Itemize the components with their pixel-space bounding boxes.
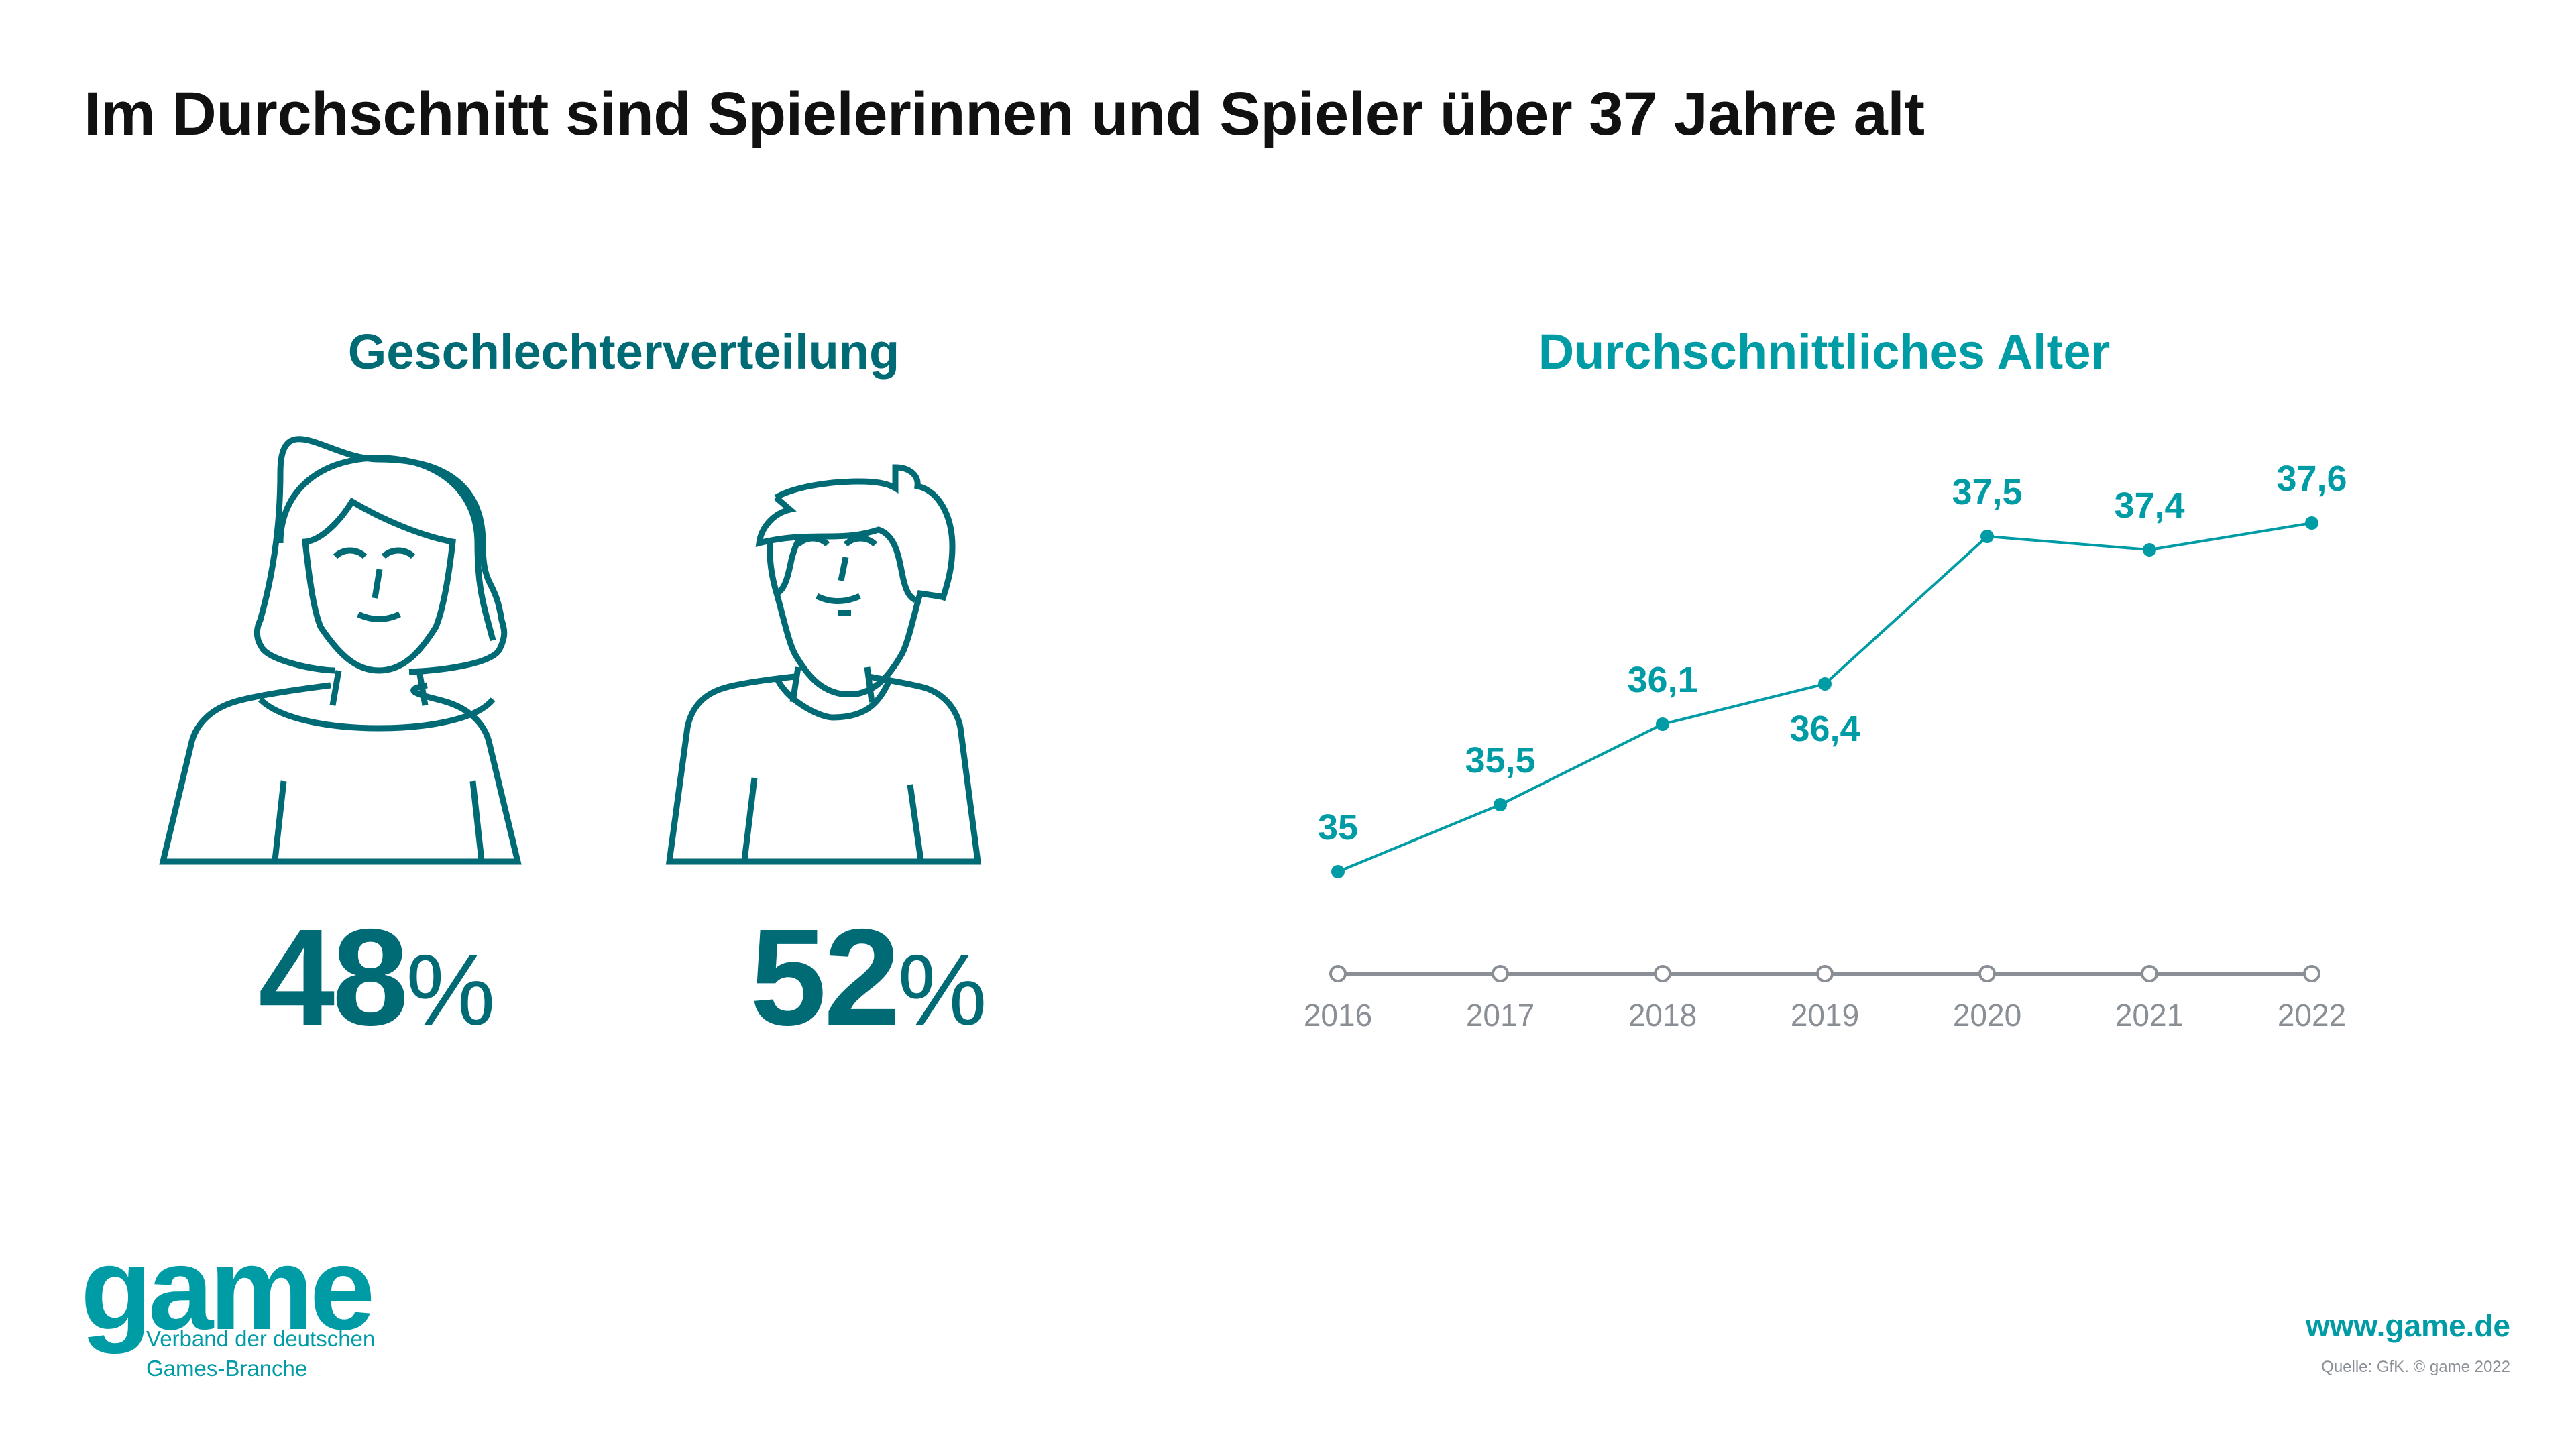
data-label: 36,4 — [1789, 709, 1860, 749]
data-point — [2143, 543, 2156, 557]
series-line — [1337, 522, 2312, 873]
male-icon — [665, 464, 982, 865]
x-axis-tick-marker — [1654, 965, 1671, 982]
data-label: 35 — [1318, 807, 1358, 848]
data-point — [1331, 865, 1345, 878]
x-axis-tick-marker — [1492, 965, 1509, 982]
x-tick-label: 2021 — [2115, 998, 2184, 1033]
x-axis-tick-marker — [2303, 965, 2320, 982]
data-label: 37,4 — [2114, 485, 2184, 526]
x-axis-tick-marker — [1978, 965, 1996, 982]
data-point — [1818, 677, 1832, 691]
chart-title: Durchschnittliches Alter — [1538, 324, 2111, 380]
data-label: 35,5 — [1465, 740, 1535, 780]
female-percentage: 48% — [258, 899, 495, 1057]
male-percentage: 52% — [750, 899, 987, 1057]
gender-heading: Geschlechterverteilung — [347, 324, 900, 380]
percent-sign: % — [406, 933, 496, 1046]
data-label: 36,1 — [1627, 660, 1697, 700]
x-tick-label: 2016 — [1304, 998, 1372, 1033]
female-icon — [159, 436, 522, 865]
logo-subtitle-line-1: Verband der deutschen — [146, 1326, 376, 1351]
x-tick-label: 2020 — [1953, 998, 2021, 1033]
x-tick-label: 2018 — [1628, 998, 1697, 1033]
data-point — [1656, 717, 1669, 731]
female-percentage-value: 48 — [258, 901, 408, 1054]
x-tick-label: 2019 — [1791, 998, 1859, 1033]
data-label: 37,6 — [2276, 459, 2347, 499]
logo-subtitle-line-2: Games-Branche — [146, 1356, 308, 1381]
data-point — [1980, 530, 1994, 543]
page-title: Im Durchschnitt sind Spielerinnen und Sp… — [84, 80, 1925, 148]
website-link[interactable]: www.game.de — [2305, 1308, 2510, 1343]
male-percentage-value: 52 — [750, 901, 900, 1054]
data-point — [1494, 798, 1507, 811]
source-note: Quelle: GfK. © game 2022 — [2321, 1358, 2510, 1376]
data-point — [2305, 516, 2318, 530]
x-tick-label: 2017 — [1466, 998, 1534, 1033]
game-logo: game — [80, 1224, 375, 1354]
data-label: 37,5 — [1952, 472, 2022, 512]
x-axis-tick-marker — [2141, 965, 2158, 982]
x-axis-tick-marker — [1329, 965, 1347, 982]
percent-sign: % — [897, 933, 987, 1046]
x-tick-label: 2022 — [2278, 998, 2346, 1033]
x-axis-tick-marker — [1816, 965, 1834, 982]
